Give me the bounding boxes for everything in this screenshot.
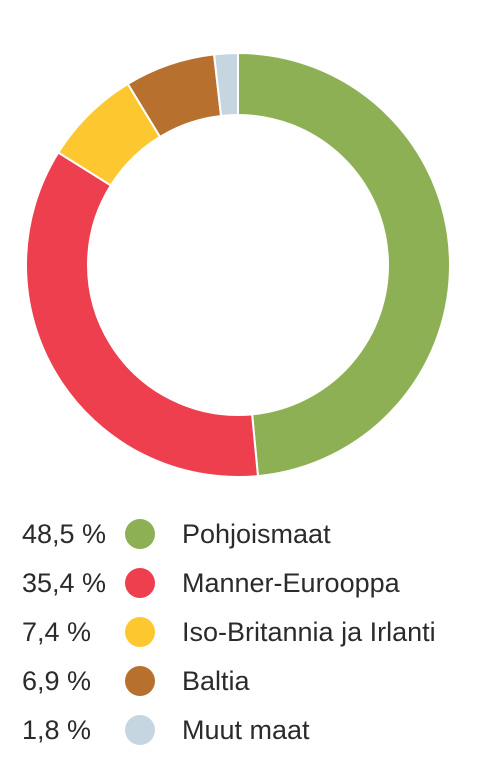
legend-swatch bbox=[125, 519, 155, 549]
legend-value: 1,8 % bbox=[22, 715, 92, 745]
legend-item-baltia: 6,9 % Baltia bbox=[0, 659, 489, 699]
legend-item-muut-maat: 1,8 % Muut maat bbox=[0, 708, 489, 748]
legend-swatch bbox=[125, 617, 155, 647]
legend-label: Baltia bbox=[182, 666, 250, 696]
legend-value: 6,9 % bbox=[22, 666, 92, 696]
legend-swatch bbox=[125, 715, 155, 745]
donut-chart bbox=[25, 51, 451, 478]
donut-slice-pohjoismaat bbox=[237, 51, 451, 478]
legend-item-pohjoismaat: 48,5 % Pohjoismaat bbox=[0, 512, 489, 552]
donut-slice-manner-eurooppa bbox=[25, 151, 260, 478]
legend-label: Muut maat bbox=[182, 715, 310, 745]
legend-label: Iso-Britannia ja Irlanti bbox=[182, 617, 436, 647]
legend-item-iso-britannia-ja-irlanti: 7,4 % Iso-Britannia ja Irlanti bbox=[0, 610, 489, 650]
legend-value: 7,4 % bbox=[22, 617, 92, 647]
legend-swatch bbox=[125, 666, 155, 696]
legend-item-manner-eurooppa: 35,4 % Manner-Eurooppa bbox=[0, 561, 489, 601]
legend-label: Manner-Eurooppa bbox=[182, 568, 400, 598]
legend-value: 35,4 % bbox=[22, 568, 107, 598]
legend-label: Pohjoismaat bbox=[182, 519, 331, 549]
legend-value: 48,5 % bbox=[22, 519, 107, 549]
legend-swatch bbox=[125, 568, 155, 598]
donut-slice-muut-maat bbox=[212, 51, 239, 118]
